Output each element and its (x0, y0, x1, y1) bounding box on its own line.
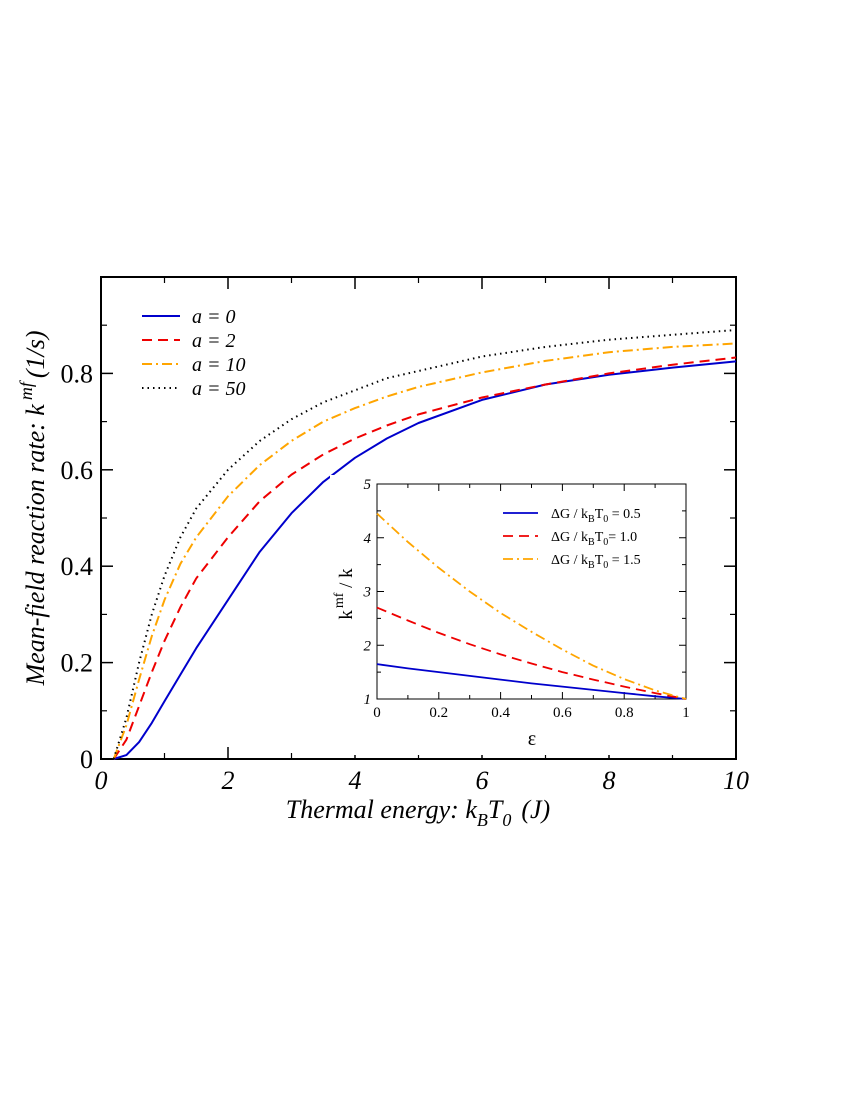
inset-x-tick-label: 0.2 (429, 705, 448, 721)
inset-x-tick-label: 0.6 (553, 705, 572, 721)
main-x-tick-label: 2 (222, 766, 235, 795)
main-x-tick-label: 8 (603, 766, 616, 795)
main-series (112, 329, 737, 760)
main-series-line-3 (112, 329, 737, 760)
inset-series (376, 512, 687, 700)
inset-y-tick-label: 5 (364, 477, 372, 493)
main-legend-label-2: a = 10 (192, 354, 246, 376)
main-y-tick-label: 0.4 (61, 552, 94, 581)
inset-x-tick-label: 1 (682, 705, 690, 721)
main-y-tick-label: 0 (80, 745, 93, 774)
main-series-line-2 (112, 342, 737, 760)
inset-legend: ΔG / kBT0 = 0.5 ΔG / kBT0= 1.0 ΔG / kBT0 =… (503, 507, 641, 571)
main-y-tick-label: 0.2 (61, 649, 94, 678)
main-legend: a = 0a = 2a = 10a = 50 (142, 306, 246, 400)
main-x-tick-label: 4 (349, 766, 362, 795)
main-x-tick-label: 6 (476, 766, 489, 795)
inset-x-axis-label: ε (528, 728, 536, 750)
inset-series-line-0 (376, 663, 687, 700)
main-x-axis-label: Thermal energy: kBT0 (J) (286, 795, 550, 830)
inset-y-tick-label: 2 (364, 638, 372, 654)
main-legend-label-3: a = 50 (192, 378, 246, 400)
main-x-tick-label: 10 (723, 766, 749, 795)
inset-x-tick-label: 0 (373, 705, 381, 721)
inset-y-tick-label: 1 (364, 692, 372, 708)
inset-series-line-2 (376, 512, 687, 700)
inset-series-line-1 (376, 606, 687, 700)
main-y-tick-label: 0.8 (61, 359, 94, 388)
main-x-tick-label: 0 (95, 766, 108, 795)
inset-legend-label-1: ΔG / kBT0= 1.0 (551, 530, 637, 548)
main-legend-label-0: a = 0 (192, 306, 236, 328)
inset-y-tick-label: 3 (363, 585, 372, 601)
main-y-tick-label: 0.6 (61, 456, 94, 485)
main-y-axis-label: Mean-field reaction rate: kmf(1/s) (16, 331, 50, 687)
inset-legend-label-2: ΔG / kBT0 = 1.5 (551, 553, 641, 571)
inset-y-tick-label: 4 (364, 531, 372, 547)
inset-ticks: 0 0.2 0.4 0.6 0.8 1 1 2 3 4 5 (363, 477, 690, 721)
inset-y-axis-label: kmf / k (332, 568, 357, 620)
inset-legend-label-0: ΔG / kBT0 = 0.5 (551, 507, 641, 525)
inset-background (330, 475, 696, 755)
main-series-line-1 (112, 356, 737, 760)
main-legend-label-1: a = 2 (192, 330, 236, 352)
inset-x-tick-label: 0.4 (491, 705, 510, 721)
inset-x-tick-label: 0.8 (615, 705, 634, 721)
